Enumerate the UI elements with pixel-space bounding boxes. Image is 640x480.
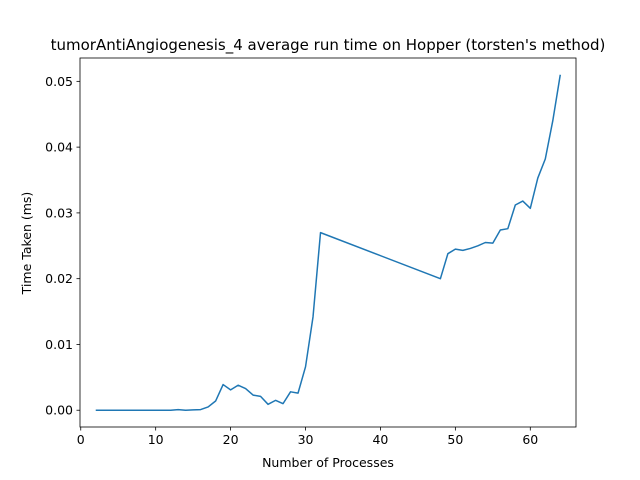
x-axis-label: Number of Processes [262,455,394,470]
y-tick-label: 0.01 [45,337,73,352]
chart-title: tumorAntiAngiogenesis_4 average run time… [51,36,606,55]
y-axis: 0.00 0.01 0.02 0.03 0.04 0.05 [45,74,80,418]
y-tick-label: 0.00 [45,403,73,418]
y-tick-label: 0.02 [45,271,73,286]
x-tick-label: 10 [148,432,164,447]
x-tick-label: 40 [372,432,388,447]
y-tick-label: 0.03 [45,205,73,220]
plot-area [79,57,577,428]
y-tick-label: 0.04 [45,140,73,155]
y-axis-label: Time Taken (ms) [19,192,34,296]
x-axis: 0 10 20 30 40 50 60 [77,427,538,447]
x-tick-label: 30 [298,432,314,447]
x-tick-label: 50 [447,432,463,447]
plot-frame [79,57,577,428]
x-tick-label: 20 [223,432,239,447]
y-tick-label: 0.05 [45,74,73,89]
x-tick-label: 0 [77,432,85,447]
series-line-0 [95,74,562,411]
x-tick-label: 60 [522,432,538,447]
